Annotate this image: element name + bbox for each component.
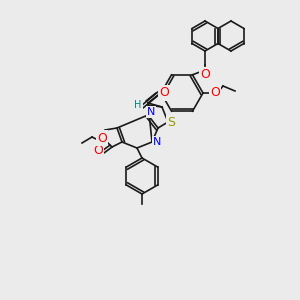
Text: O: O [200,68,210,82]
Text: N: N [147,107,155,117]
Text: O: O [97,131,107,145]
Text: O: O [93,145,103,158]
Text: N: N [153,137,161,147]
Text: H: H [134,100,142,110]
Text: S: S [167,116,175,128]
Text: O: O [210,85,220,98]
Text: O: O [159,86,169,100]
